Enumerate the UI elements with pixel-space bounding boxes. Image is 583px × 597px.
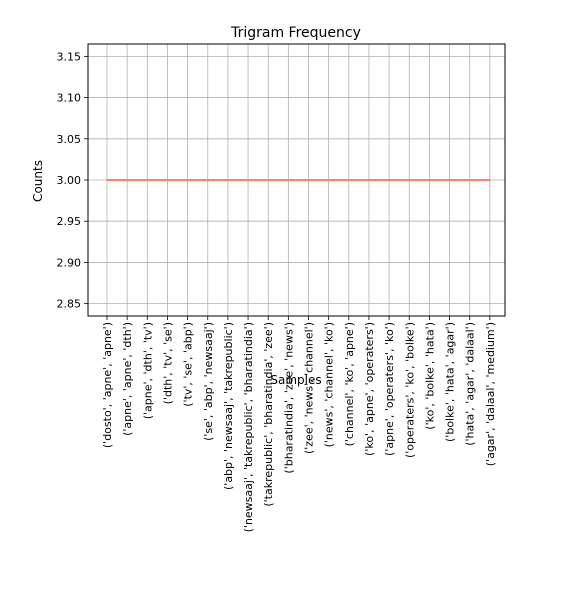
data-point	[186, 179, 189, 181]
data-point	[227, 179, 229, 181]
series-layer	[106, 179, 491, 181]
data-point	[347, 179, 350, 181]
x-tick-label: ('ko', 'apne', 'operaters')	[363, 322, 376, 456]
y-tick-label: 2.95	[57, 215, 82, 228]
data-point	[428, 179, 431, 181]
x-tick-label: ('takrepublic', 'bharatindia', 'zee')	[262, 322, 275, 507]
data-point	[126, 179, 129, 181]
x-tick-label: ('apne', 'operaters', 'ko')	[383, 322, 396, 456]
x-tick-label: ('abp', 'newsaaj', 'takrepublic')	[222, 322, 235, 490]
y-tick-label: 3.10	[57, 92, 82, 105]
plot-frame	[87, 43, 506, 317]
x-tick-label: ('ko', 'bolke', 'hata')	[423, 322, 436, 430]
x-tick-label: ('tv', 'se', 'abp')	[182, 322, 195, 407]
data-point	[408, 179, 411, 181]
x-tick-label: ('newsaaj', 'takrepublic', 'bharatindia'…	[242, 322, 255, 532]
data-point	[267, 179, 270, 181]
x-tick-label: ('apne', 'dth', 'tv')	[141, 322, 154, 419]
y-axis-label: Counts	[31, 160, 45, 202]
y-tick-label: 3.05	[57, 133, 82, 146]
x-tick-label: ('bolke', 'hata', 'agar')	[444, 322, 457, 442]
x-tick-label: ('hata', 'agar', 'dalaal')	[464, 322, 477, 446]
x-tick-label: ('apne', 'apne', 'dth')	[121, 322, 134, 436]
data-point	[448, 179, 451, 181]
x-axis-label: Samples	[270, 373, 321, 387]
data-point	[287, 179, 290, 181]
y-tick-label: 3.15	[57, 50, 82, 63]
y-tick-labels: 2.85 2.90 2.95 3.00 3.05 3.10 3.15	[57, 50, 82, 310]
data-point	[106, 179, 108, 181]
data-point	[488, 179, 491, 181]
y-tick-label: 2.90	[57, 256, 82, 269]
x-tick-labels: ('dosto', 'apne', 'apne') ('apne', 'apne'…	[101, 322, 497, 532]
y-tick-label: 2.85	[57, 298, 82, 311]
x-tick-label: ('news', 'channel', 'ko')	[323, 322, 336, 447]
data-point	[307, 179, 310, 181]
chart-title: Trigram Frequency	[230, 25, 361, 41]
data-point	[388, 179, 390, 181]
x-tick-label: ('se', 'abp', 'newsaaj')	[202, 322, 215, 441]
data-point	[146, 179, 149, 181]
x-tick-label: ('channel', 'ko', 'apne')	[343, 322, 356, 446]
data-point	[327, 179, 330, 181]
x-tick-label: ('operaters', 'ko', 'bolke')	[403, 322, 416, 458]
data-point	[206, 179, 209, 181]
data-point	[247, 179, 249, 181]
axis-ticks	[84, 55, 491, 320]
data-point	[166, 179, 169, 181]
data-point	[368, 179, 370, 181]
data-point	[468, 179, 471, 181]
x-tick-label: ('dth', 'tv', 'se')	[161, 322, 174, 404]
x-tick-label: ('dosto', 'apne', 'apne')	[101, 322, 114, 448]
x-tick-label: ('agar', 'dalaal', 'medium')	[484, 322, 497, 466]
x-tick-label: ('bharatindia', 'zee', 'news')	[282, 322, 295, 474]
x-tick-label: ('zee', 'news', 'channel')	[303, 322, 316, 454]
y-tick-label: 3.00	[57, 174, 82, 187]
